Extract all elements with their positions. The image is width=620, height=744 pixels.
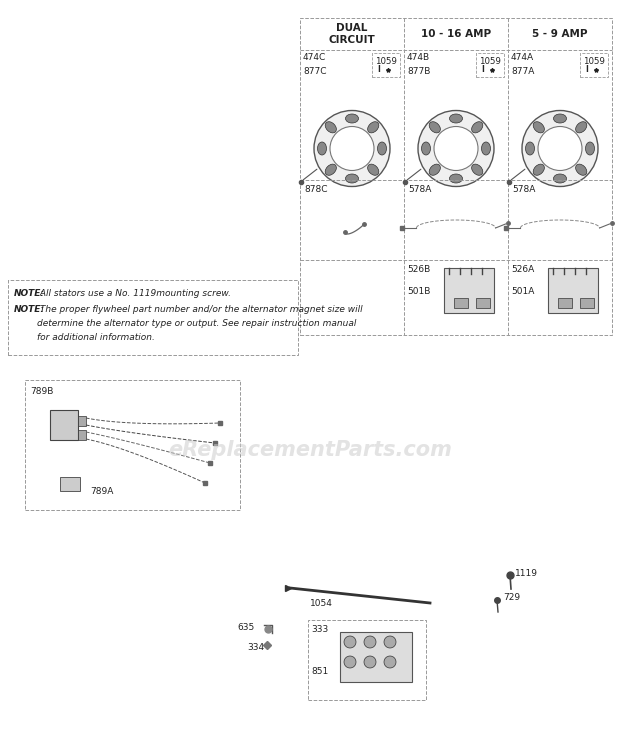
Circle shape	[364, 636, 376, 648]
Bar	[580, 53, 608, 77]
Bar	[25, 380, 240, 510]
Ellipse shape	[378, 142, 386, 155]
Text: 1059: 1059	[375, 57, 397, 65]
Bar	[8, 280, 298, 355]
Text: 789B: 789B	[30, 386, 53, 396]
Bar	[547, 268, 598, 313]
Bar	[372, 53, 400, 77]
Text: 729: 729	[503, 594, 520, 603]
Ellipse shape	[450, 174, 463, 183]
Text: I: I	[585, 65, 588, 74]
Ellipse shape	[472, 122, 483, 133]
Bar	[580, 298, 593, 308]
Ellipse shape	[575, 164, 587, 176]
Text: 789A: 789A	[90, 487, 113, 496]
Ellipse shape	[345, 174, 358, 183]
Text: 333: 333	[311, 626, 328, 635]
Bar	[60, 477, 80, 491]
Ellipse shape	[554, 114, 567, 123]
Circle shape	[434, 126, 478, 170]
Text: 1059: 1059	[583, 57, 605, 65]
Ellipse shape	[317, 142, 327, 155]
Text: 526B: 526B	[407, 266, 430, 275]
Bar	[476, 53, 504, 77]
Text: 526A: 526A	[511, 266, 534, 275]
Bar	[308, 620, 426, 700]
Text: 877B: 877B	[407, 68, 430, 77]
Text: 1054: 1054	[310, 600, 333, 609]
Text: The proper flywheel part number and/or the alternator magnet size will: The proper flywheel part number and/or t…	[37, 306, 363, 315]
Text: NOTE:: NOTE:	[14, 306, 45, 315]
Text: I: I	[378, 65, 381, 74]
Ellipse shape	[482, 142, 490, 155]
Ellipse shape	[326, 122, 337, 133]
Circle shape	[344, 656, 356, 668]
Ellipse shape	[368, 164, 379, 176]
Text: 1119: 1119	[515, 568, 538, 577]
Text: 474A: 474A	[511, 53, 534, 62]
Text: 635: 635	[237, 623, 254, 632]
Text: 474B: 474B	[407, 53, 430, 62]
Text: 474C: 474C	[303, 53, 326, 62]
Text: for additional information.: for additional information.	[37, 333, 155, 342]
Text: 10 - 16 AMP: 10 - 16 AMP	[421, 29, 491, 39]
Ellipse shape	[429, 164, 440, 176]
Ellipse shape	[575, 122, 587, 133]
Circle shape	[522, 111, 598, 187]
Bar	[78, 416, 86, 426]
Ellipse shape	[472, 164, 483, 176]
Text: DUAL
CIRCUIT: DUAL CIRCUIT	[329, 23, 375, 45]
Ellipse shape	[345, 114, 358, 123]
Bar	[78, 430, 86, 440]
Ellipse shape	[554, 174, 567, 183]
Circle shape	[330, 126, 374, 170]
Text: NOTE:: NOTE:	[14, 289, 45, 298]
Circle shape	[314, 111, 390, 187]
Bar	[453, 298, 467, 308]
Text: 851: 851	[311, 667, 328, 676]
Text: 877A: 877A	[511, 68, 534, 77]
Text: All stators use a No. 1119mounting screw.: All stators use a No. 1119mounting screw…	[37, 289, 231, 298]
Text: 878C: 878C	[304, 185, 327, 194]
Circle shape	[384, 656, 396, 668]
Circle shape	[364, 656, 376, 668]
Circle shape	[344, 636, 356, 648]
Text: 334: 334	[247, 644, 264, 652]
Text: determine the alternator type or output. See repair instruction manual: determine the alternator type or output.…	[37, 319, 356, 329]
Ellipse shape	[429, 122, 440, 133]
Bar	[340, 632, 412, 682]
Text: 1059: 1059	[479, 57, 501, 65]
Text: 877C: 877C	[303, 68, 327, 77]
Ellipse shape	[526, 142, 534, 155]
Ellipse shape	[368, 122, 379, 133]
Text: 501B: 501B	[407, 287, 430, 297]
Bar	[443, 268, 494, 313]
Text: 501A: 501A	[511, 287, 534, 297]
Bar	[557, 298, 572, 308]
Circle shape	[418, 111, 494, 187]
Ellipse shape	[326, 164, 337, 176]
Ellipse shape	[533, 164, 544, 176]
Ellipse shape	[422, 142, 430, 155]
Ellipse shape	[450, 114, 463, 123]
Text: 578A: 578A	[408, 185, 432, 194]
Text: eReplacementParts.com: eReplacementParts.com	[168, 440, 452, 460]
Ellipse shape	[533, 122, 544, 133]
Bar	[476, 298, 490, 308]
Bar	[300, 18, 612, 335]
Circle shape	[538, 126, 582, 170]
Bar	[50, 410, 78, 440]
Ellipse shape	[585, 142, 595, 155]
Circle shape	[384, 636, 396, 648]
Text: I: I	[482, 65, 484, 74]
Text: 578A: 578A	[512, 185, 536, 194]
Text: 5 - 9 AMP: 5 - 9 AMP	[532, 29, 588, 39]
